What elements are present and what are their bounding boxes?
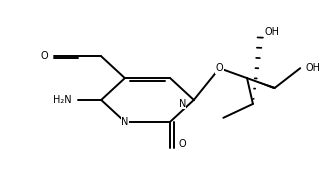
- Text: N: N: [121, 117, 129, 127]
- Text: O: O: [215, 63, 223, 73]
- Text: OH: OH: [265, 27, 280, 37]
- Text: OH: OH: [305, 63, 320, 73]
- Text: H₂N: H₂N: [53, 95, 72, 105]
- Text: O: O: [40, 51, 48, 61]
- Text: O: O: [178, 139, 186, 149]
- Polygon shape: [247, 78, 276, 89]
- Text: N: N: [179, 99, 186, 109]
